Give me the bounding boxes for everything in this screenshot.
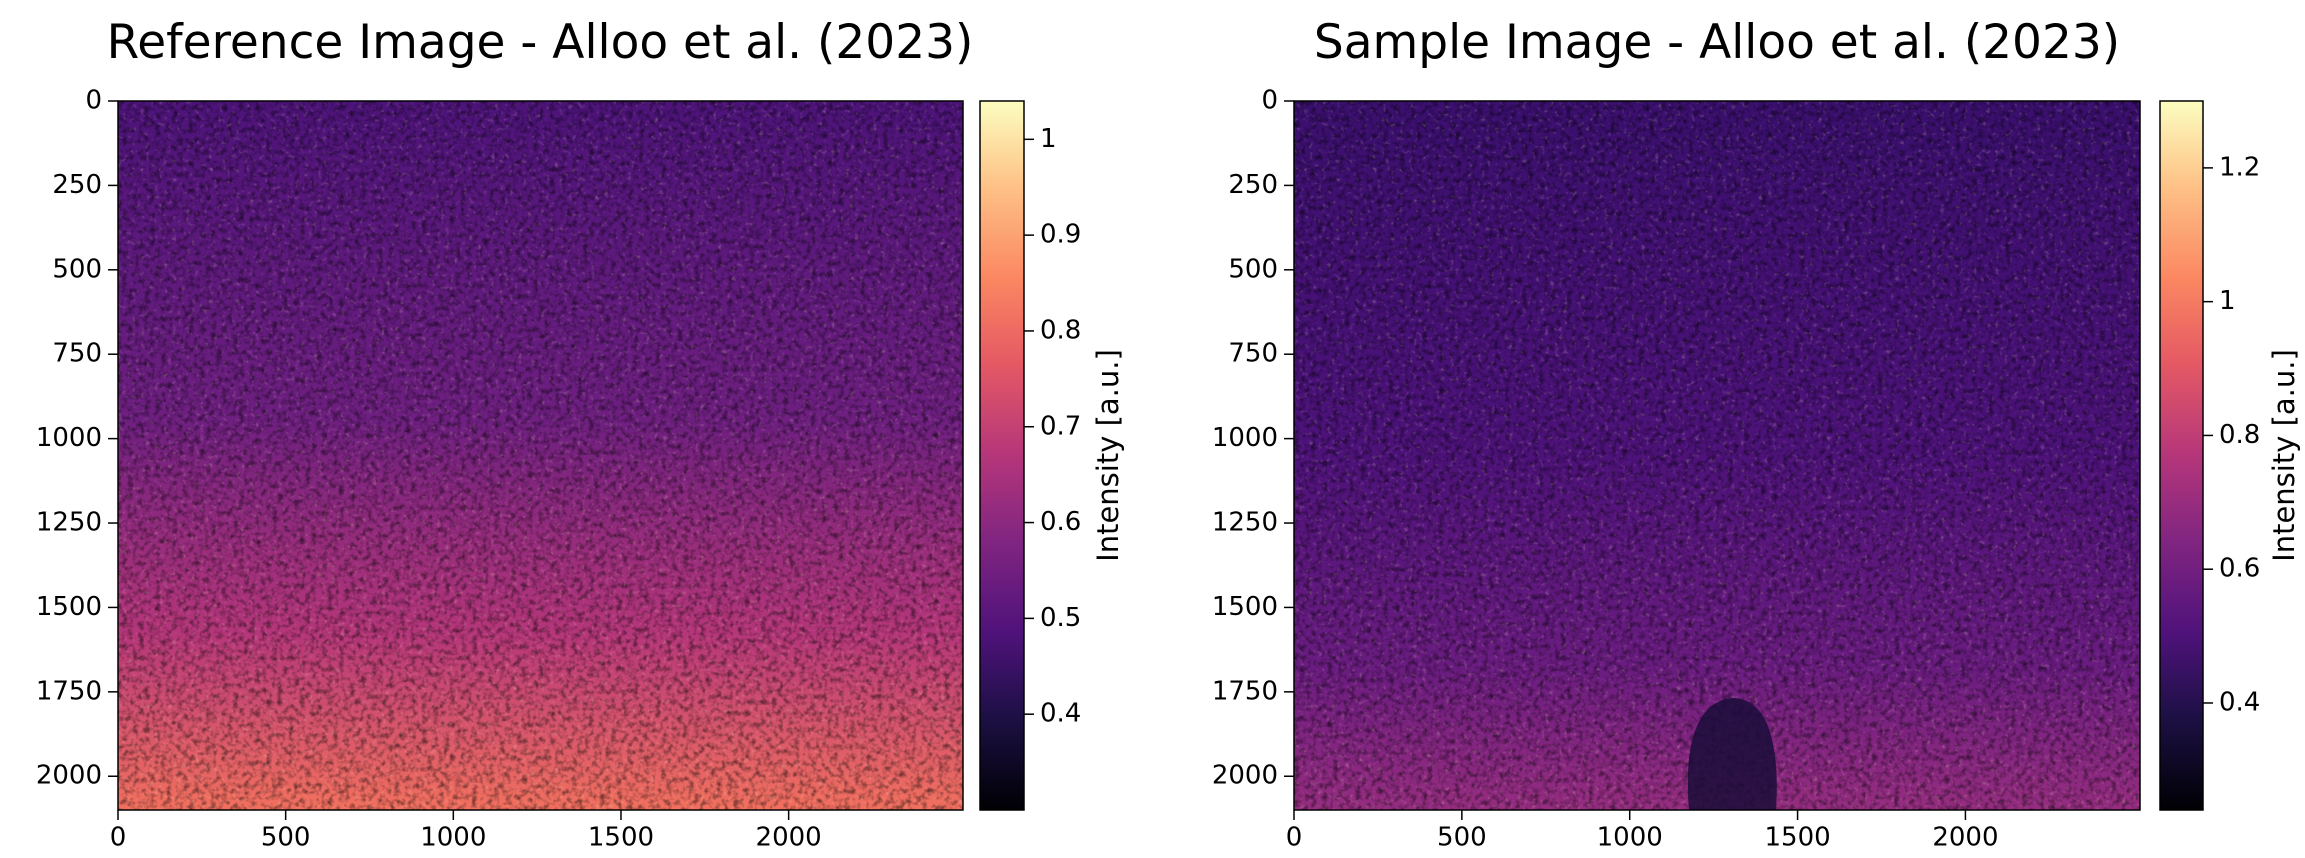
- colorbar-tick-label: 0.7: [1040, 411, 1081, 441]
- y-tick-label: 250: [1228, 170, 1278, 200]
- colorbar: [979, 100, 1025, 811]
- axes-frame: [117, 100, 964, 811]
- y-tick-label: 1750: [1212, 676, 1278, 706]
- y-tick-label: 1250: [36, 508, 102, 538]
- y-tick-label: 2000: [36, 761, 102, 791]
- colorbar-tick-label: 1.2: [2219, 152, 2260, 182]
- y-tick-label: 1750: [36, 676, 102, 706]
- colorbar-tick-label: 0.4: [2219, 687, 2260, 717]
- x-tick-label: 1500: [1764, 823, 1830, 853]
- y-tick-label: 500: [52, 254, 102, 284]
- y-tick-label: 2000: [1212, 761, 1278, 791]
- image-noise: [118, 101, 963, 810]
- axes-frame: [1293, 100, 2141, 811]
- y-tick-label: 0: [1261, 86, 1278, 116]
- y-tick-label: 1000: [36, 423, 102, 453]
- x-tick-label: 2000: [1932, 823, 1998, 853]
- y-tick-label: 750: [1228, 339, 1278, 369]
- colorbar-tick-label: 1: [2219, 286, 2236, 316]
- colorbar: [2159, 100, 2204, 811]
- x-tick-label: 0: [1286, 823, 1303, 853]
- x-tick-label: 500: [1437, 823, 1487, 853]
- colorbar-tick-label: 1: [1040, 124, 1057, 154]
- colorbar-label: Intensity [a.u.]: [2267, 349, 2301, 562]
- colorbar-tick-label: 0.4: [1040, 699, 1081, 729]
- y-tick-label: 0: [85, 86, 102, 116]
- colorbar-label: Intensity [a.u.]: [1091, 349, 1125, 562]
- image-noise: [1294, 101, 2140, 810]
- colorbar-tick-label: 0.6: [2219, 554, 2260, 584]
- colorbar-tick-label: 0.6: [1040, 507, 1081, 537]
- y-tick-label: 500: [1228, 254, 1278, 284]
- x-tick-label: 0: [110, 823, 127, 853]
- colorbar-tick-label: 0.9: [1040, 220, 1081, 250]
- colorbar-tick-label: 0.8: [2219, 420, 2260, 450]
- y-tick-label: 1000: [1212, 423, 1278, 453]
- x-tick-label: 1500: [588, 823, 654, 853]
- x-tick-label: 500: [261, 823, 311, 853]
- image-feature: [1687, 698, 1777, 810]
- y-tick-label: 1500: [1212, 592, 1278, 622]
- x-tick-label: 1000: [1597, 823, 1663, 853]
- colorbar-tick-label: 0.5: [1040, 603, 1081, 633]
- x-tick-label: 1000: [420, 823, 486, 853]
- y-tick-label: 250: [52, 170, 102, 200]
- x-tick-label: 2000: [756, 823, 822, 853]
- y-tick-label: 1250: [1212, 508, 1278, 538]
- chart-title: Reference Image - Alloo et al. (2023): [107, 15, 974, 70]
- chart-title: Sample Image - Alloo et al. (2023): [1314, 15, 2120, 70]
- y-tick-label: 750: [52, 339, 102, 369]
- y-tick-label: 1500: [36, 592, 102, 622]
- colorbar-tick-label: 0.8: [1040, 315, 1081, 345]
